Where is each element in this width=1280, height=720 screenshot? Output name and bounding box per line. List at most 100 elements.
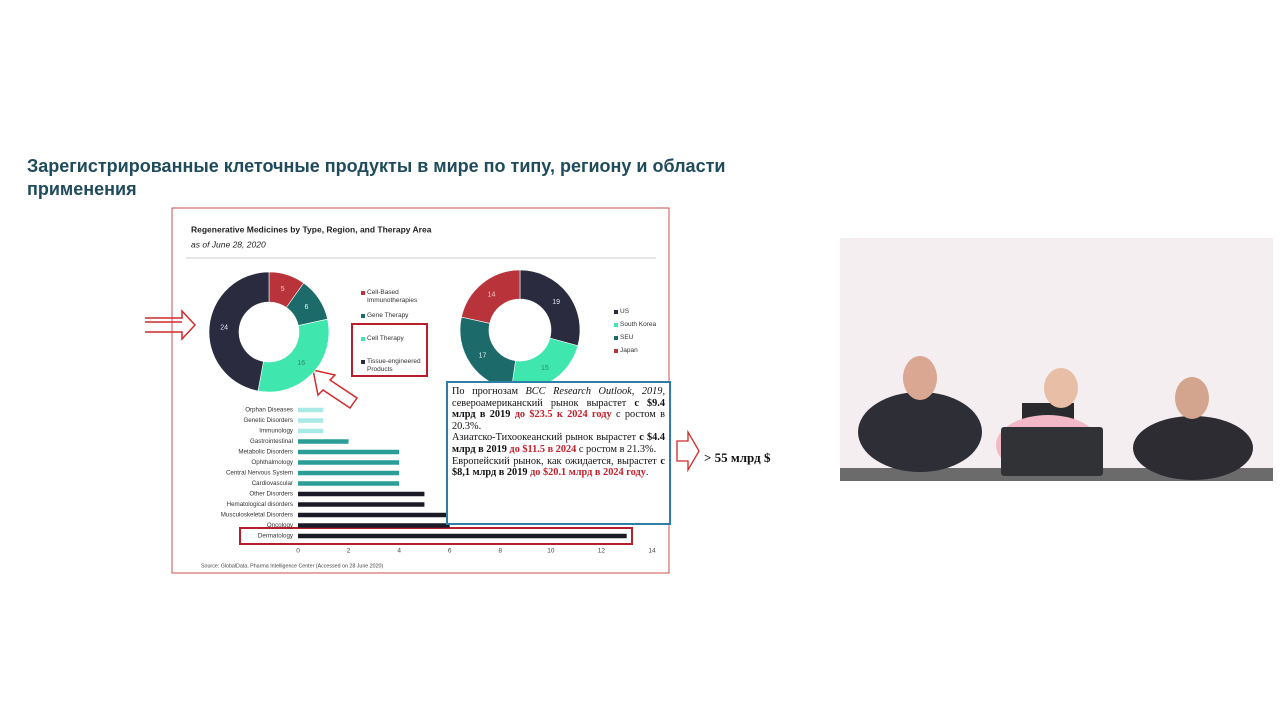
donut-slice	[208, 271, 270, 392]
legend-label: Cell-Based Immunotherapies	[367, 289, 418, 304]
legend-swatch	[361, 337, 365, 341]
text-run: с $8,1 млрд в 2019	[452, 455, 665, 479]
text-run: с $4.4 млрд в 2019	[452, 432, 665, 455]
source: Source: GlobalData, Pharma Intelligence …	[201, 563, 383, 569]
text-run: до $23.5 к 2024 году	[510, 409, 612, 421]
text-run: Азиатско-Тихоокеанский рынок вырастет	[452, 432, 640, 444]
x-tick-label: 8	[498, 548, 502, 555]
bar	[298, 407, 324, 413]
text-run: BCC Research Outlook, 2019	[525, 386, 663, 397]
text-run: до $20.1 млрд в 2024 году	[527, 467, 646, 479]
arrow	[676, 429, 700, 473]
bar	[298, 470, 400, 476]
bar	[298, 523, 450, 528]
x-tick-label: 10	[547, 548, 555, 555]
legend-label: Cell Therapy	[367, 335, 404, 342]
arrow	[145, 309, 197, 341]
slice-label: 16	[297, 360, 305, 367]
x-tick-label: 6	[448, 548, 452, 555]
legend-label: US	[620, 308, 630, 315]
legend-swatch	[361, 360, 365, 364]
person	[1044, 368, 1078, 408]
text-run: По прогнозам	[452, 386, 526, 397]
text-run: с ростом в 20.3%.	[452, 409, 665, 432]
y-tick-label: Ophthalmology	[251, 459, 294, 466]
legend-swatch	[614, 336, 618, 340]
y-tick-label: Immunology	[259, 428, 294, 435]
slice-label: 15	[541, 365, 549, 372]
legend-label: SEU	[620, 334, 634, 341]
figure-subtitle: as of June 28, 2020	[191, 239, 266, 249]
bar	[298, 481, 400, 486]
slice-label: 24	[220, 325, 228, 332]
text-run: Европейский рынок, как ожидается, выраст…	[452, 455, 661, 467]
donut-slice	[461, 269, 521, 324]
y-tick-label: Musculoskeletal Disorders	[221, 512, 293, 519]
legend-swatch	[614, 349, 618, 353]
legend-swatch	[614, 310, 618, 314]
text-run: .	[645, 467, 649, 479]
y-tick-label: Gastrointestinal	[250, 438, 293, 445]
webcam	[840, 238, 1273, 481]
person	[903, 356, 937, 400]
x-tick-label: 2	[347, 548, 351, 555]
person	[1133, 416, 1253, 480]
slice-label: 5	[281, 286, 285, 293]
x-tick-label: 4	[397, 548, 401, 555]
bar	[298, 449, 400, 455]
bar	[298, 460, 400, 465]
legend-label: Japan	[620, 347, 638, 354]
slice-label: 19	[552, 299, 560, 306]
x-tick-label: 14	[648, 548, 656, 555]
y-tick-label: Oncology	[267, 522, 294, 529]
bar	[298, 439, 349, 444]
text-run: с $9.4 млрд в 2019	[452, 397, 665, 421]
text-run: до $11.5 в 2024	[506, 443, 577, 455]
slice-label: 6	[305, 304, 309, 311]
slide-title: Зарегистрированные клеточные продукты в …	[27, 156, 726, 199]
paragraph: По прогнозам BCC Research Outlook, 2019,…	[452, 386, 665, 432]
person	[858, 392, 982, 472]
bar	[298, 502, 425, 507]
y-tick-label: Orphan Diseases	[245, 407, 293, 414]
y-tick-label: Other Disorders	[249, 491, 293, 498]
y-tick-label: Central Nervous System	[226, 470, 293, 477]
paragraph: Европейский рынок, как ожидается, выраст…	[452, 456, 665, 479]
legend-swatch	[614, 323, 618, 327]
highlight-box	[351, 323, 428, 377]
text-run: с ростом в 21.3%.	[576, 443, 657, 455]
legend-label: Gene Therapy	[367, 312, 409, 319]
donut-slice	[459, 316, 516, 390]
x-tick-label: 12	[598, 548, 606, 555]
bar	[298, 491, 425, 497]
arrow	[312, 369, 359, 410]
person	[1175, 377, 1209, 419]
legend-label: South Korea	[620, 321, 657, 328]
y-tick-label: Cardiovascular	[252, 480, 293, 487]
x-tick-label: 0	[296, 548, 300, 555]
bar	[298, 418, 324, 423]
donut-slice	[257, 318, 330, 393]
legend-swatch	[361, 314, 365, 318]
text-run: , североамериканский рынок вырастет	[452, 386, 666, 409]
bar	[298, 428, 324, 434]
legend-swatch	[361, 291, 365, 295]
paragraph: Азиатско-Тихоокеанский рынок вырастет с …	[452, 432, 665, 455]
bar	[298, 533, 627, 539]
bar	[298, 512, 450, 518]
callout: По прогнозам BCC Research Outlook, 2019,…	[446, 381, 671, 525]
legend-label: Tissue-engineered Products	[367, 358, 421, 373]
laptop	[1001, 427, 1103, 476]
slice-label: 14	[488, 291, 496, 298]
y-tick-label: Dermatology	[258, 533, 294, 540]
total-label: > 55 млрд $	[704, 450, 771, 465]
donut-slice	[519, 269, 581, 347]
highlight-box	[239, 527, 633, 545]
slice-label: 17	[479, 353, 487, 360]
y-tick-label: Genetic Disorders	[243, 417, 293, 424]
figure-title: Regenerative Medicines by Type, Region, …	[191, 224, 432, 234]
y-tick-label: Hematological disorders	[227, 501, 293, 508]
y-tick-label: Metabolic Disorders	[238, 449, 293, 456]
